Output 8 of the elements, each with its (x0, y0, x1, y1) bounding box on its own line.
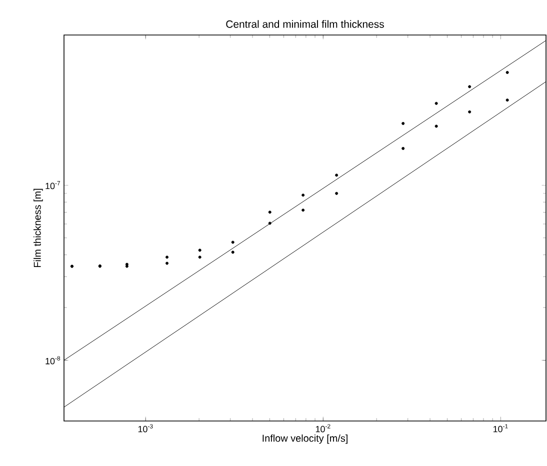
y-tick-label: 10$^{-7}$ (46, 181, 60, 190)
x-tick-label: 10$^{-1}$ (493, 424, 508, 432)
x-axis-title: Inflow velocity [m/s] (262, 434, 348, 444)
x-tick-label: 10$^{-2}$ (316, 424, 330, 432)
x-tick-label: 10$^{-3}$ (138, 424, 153, 432)
y-axis-title: Film thickness [m] (34, 188, 43, 268)
y-tick-label: 10$^{-8}$ (46, 356, 60, 364)
chart-title: Central and minimal film thickness (226, 20, 384, 28)
